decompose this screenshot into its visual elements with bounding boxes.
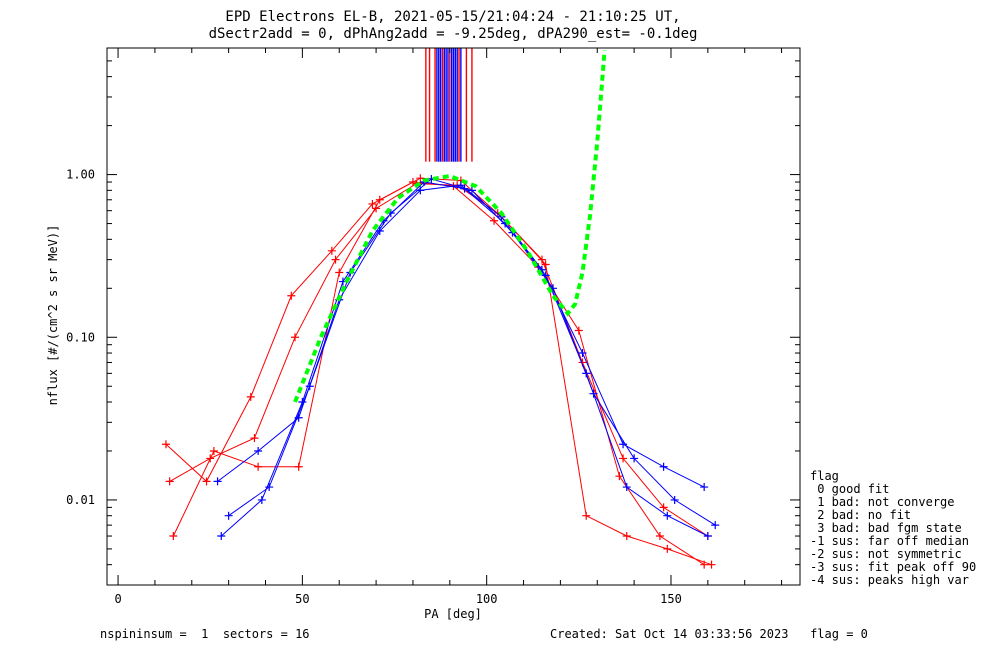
data-point [582,511,591,520]
chart-title-line2: dSectr2add = 0, dPhAng2add = -9.25deg, d… [209,26,698,42]
data-point [224,511,233,520]
data-point [490,216,499,225]
data-point [290,333,299,342]
data-point [217,532,226,541]
data-point [250,434,259,443]
data-point [622,483,631,492]
data-point [589,389,598,398]
data-point [700,560,709,569]
data-point [622,532,631,541]
legend-item: -2 sus: not symmetric [810,547,962,561]
legend-item: -3 sus: fit peak off 90 [810,560,977,574]
data-point [257,495,266,504]
legend-title: flag [810,469,839,483]
data-point [619,454,628,463]
data-point [213,477,222,486]
data-point [416,174,425,183]
x-tick-label: 50 [295,592,309,606]
x-tick-label: 0 [114,592,121,606]
data-point [246,392,255,401]
data-point [202,477,211,486]
plot-frame [106,47,801,586]
data-point [305,382,314,391]
data-point [707,560,716,569]
data-point [165,477,174,486]
data-point [331,255,340,264]
data-point [659,503,668,512]
series-line-red [172,177,712,566]
axes: 0 50 100 150 0.01 0.10 1.00 [66,47,801,606]
plot-area [161,48,720,569]
y-tick-label: 0.01 [66,493,95,507]
data-point [655,532,664,541]
data-point [368,199,377,208]
data-point [630,454,639,463]
series-line-blue [228,178,716,526]
data-point [209,446,218,455]
data-point [615,472,624,481]
fit-curve [293,50,607,403]
legend-item: 2 bad: no fit [810,508,912,522]
y-tick-label: 0.10 [66,330,95,344]
series-line-blue [217,184,705,488]
footer-created-info: Created: Sat Oct 14 03:33:56 2023 flag =… [550,627,868,641]
x-tick-label: 150 [660,592,682,606]
legend-item: -4 sus: peaks high var [810,573,969,587]
legend-item: 3 bad: bad fgm state [810,521,962,535]
x-axis-label: PA [deg] [424,607,482,621]
data-point [670,495,679,504]
y-axis-label: nflux [#/(cm^2 s sr MeV)] [46,225,60,406]
legend-item: -1 sus: far off median [810,534,969,548]
data-point [327,246,336,255]
series-line-blue [220,181,709,537]
legend-item: 1 bad: not converge [810,495,955,509]
data-point [541,260,550,269]
data-point [537,255,546,264]
data-point [335,268,344,277]
data-point [161,440,170,449]
data-point [574,326,583,335]
data-point [700,483,709,492]
data-point [254,462,263,471]
data-point [467,186,476,195]
data-point [287,291,296,300]
chart-title-line1: EPD Electrons EL-B, 2021-05-15/21:04:24 … [225,9,680,25]
data-layer [161,48,720,569]
data-point [711,521,720,530]
y-tick-label: 1.00 [66,168,95,182]
data-point [703,532,712,541]
data-point [294,462,303,471]
legend-item: 0 good fit [810,482,890,496]
footer-sector-info: nspininsum = 1 sectors = 16 [100,627,310,641]
data-point [663,544,672,553]
series-line-red [165,181,705,566]
data-point [254,446,263,455]
x-tick-label: 100 [476,592,498,606]
data-point [659,462,668,471]
data-point [663,511,672,520]
data-point [265,483,274,492]
data-point [169,532,178,541]
data-point [408,178,417,187]
data-point [578,349,587,358]
